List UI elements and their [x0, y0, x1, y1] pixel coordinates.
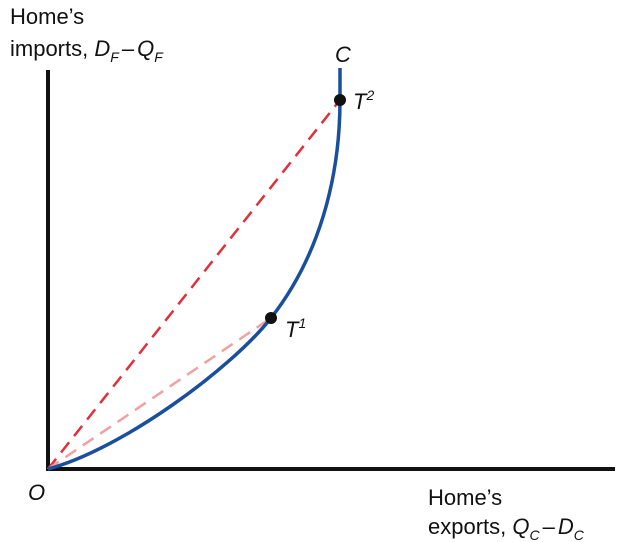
offer-curve-c [47, 68, 342, 471]
point-t2-marker [334, 94, 346, 106]
x-axis-label-line2: exports, QC – DC [428, 514, 585, 542]
point-t1-marker [265, 312, 277, 324]
point-t2-label: T2 [353, 87, 374, 114]
y-axis-label-line2: imports, DF – QF [10, 36, 164, 65]
ray-origin-to-t2 [47, 99, 341, 470]
curve-label-c: C [335, 42, 351, 67]
y-axis-label-line1: Home’s [10, 4, 84, 29]
x-axis-label-line1: Home’s [428, 485, 502, 510]
origin-label: O [28, 480, 45, 505]
point-t1-label: T1 [285, 315, 306, 342]
ray-origin-to-t1 [47, 316, 272, 471]
